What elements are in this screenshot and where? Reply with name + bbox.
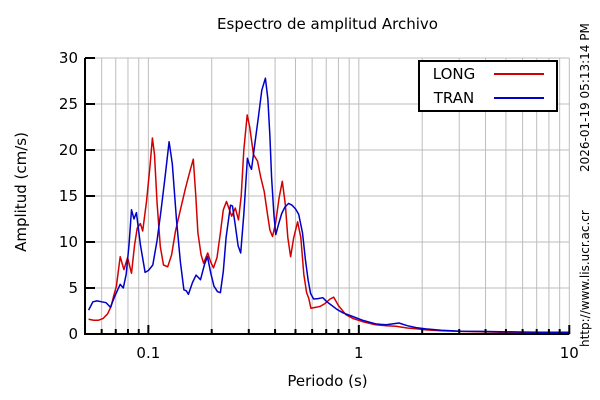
url-text: http://www.lis.ucr.ac.cr [578,210,592,347]
y-tick-label: 10 [58,233,78,251]
series-line-long [88,114,570,334]
y-axis-label: Amplitud (cm/s) [12,132,30,252]
legend-line-sample [494,96,544,99]
chart-title: Espectro de amplitud Archivo [217,15,438,33]
legend-label: LONG [432,65,476,84]
legend-line-sample [494,73,544,76]
x-axis-label: Periodo (s) [287,372,368,390]
y-tick-label: 5 [68,279,78,297]
series-line-tran [87,77,570,333]
y-tick-label: 25 [58,95,78,113]
legend: LONG TRAN [418,60,558,112]
y-tick-label: 15 [58,187,78,205]
y-tick-label: 30 [58,49,78,67]
x-tick-label: 10 [559,344,579,362]
x-tick-label: 1 [354,344,364,362]
legend-label: TRAN [433,88,475,107]
x-tick-label: 0.1 [136,344,161,362]
timestamp-text: 2026-01-19 05:13:14 PM [578,23,592,172]
legend-row: TRAN [420,87,556,109]
y-tick-label: 0 [68,325,78,343]
y-tick-label: 20 [58,141,78,159]
legend-row: LONG [420,63,556,85]
